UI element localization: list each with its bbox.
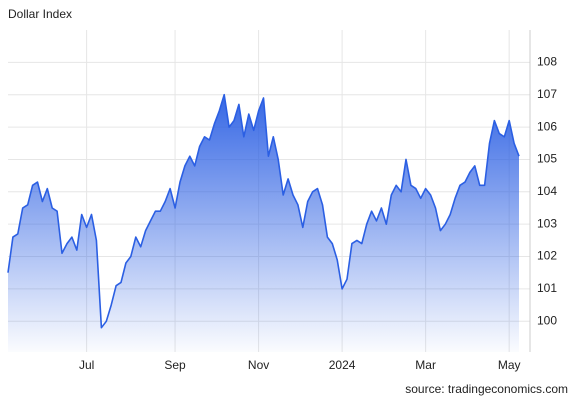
chart-title: Dollar Index [8, 7, 72, 21]
y-tick-label: 101 [537, 281, 557, 295]
y-tick-label: 107 [537, 87, 557, 101]
line [7, 93, 520, 329]
area-fill [8, 94, 519, 352]
x-tick-label: Sep [164, 358, 186, 372]
y-tick-label: 104 [537, 184, 557, 198]
x-tick-label: Jul [79, 358, 94, 372]
y-tick-label: 102 [537, 249, 557, 263]
y-tick-label: 106 [537, 119, 557, 133]
x-tick-label: Nov [248, 358, 269, 372]
y-tick-label: 103 [537, 216, 557, 230]
source-note: source: tradingeconomics.com [405, 382, 568, 396]
x-tick-label: 2024 [329, 358, 356, 372]
x-tick-label: Mar [415, 358, 436, 372]
y-tick-label: 105 [537, 152, 557, 166]
y-tick-label: 100 [537, 313, 557, 327]
x-tick-label: May [498, 358, 521, 372]
y-tick-label: 108 [537, 55, 557, 69]
